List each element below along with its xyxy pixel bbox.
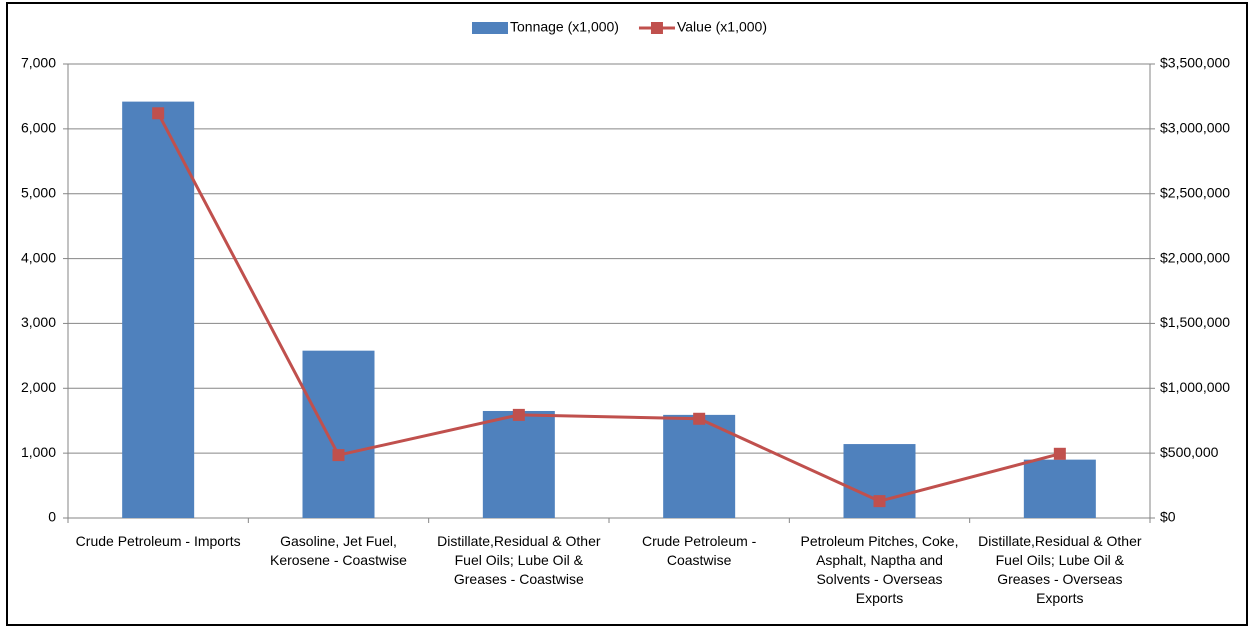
bar (663, 414, 736, 518)
line-marker (152, 107, 165, 120)
y2-tick-label: $2,500,000 (1160, 184, 1230, 200)
legend-label: Value (x1,000) (677, 19, 767, 35)
legend-label: Tonnage (x1,000) (510, 19, 619, 35)
y-tick-label: 3,000 (21, 314, 56, 330)
y-tick-label: 0 (48, 509, 56, 525)
bar (302, 350, 375, 518)
bar (482, 410, 555, 518)
line-marker (332, 449, 345, 462)
legend-swatch (472, 22, 508, 34)
bar (1023, 459, 1096, 518)
line-marker (693, 412, 706, 425)
y2-tick-label: $3,000,000 (1160, 120, 1230, 136)
y-tick-label: 6,000 (21, 120, 56, 136)
y-tick-label: 7,000 (21, 55, 56, 71)
x-tick-label: Distillate,Residual & Other Fuel Oils; L… (437, 533, 601, 587)
line-marker (512, 408, 525, 421)
y-tick-label: 2,000 (21, 379, 56, 395)
x-tick-label: Crude Petroleum - Coastwise (641, 533, 757, 568)
y-tick-label: 5,000 (21, 184, 56, 200)
chart-border (6, 2, 1248, 626)
x-tick-label: Petroleum Pitches, Coke, Asphalt, Naptha… (800, 533, 959, 606)
line (156, 112, 1061, 503)
bar (122, 101, 195, 519)
x-tick-label: Crude Petroleum - Imports (75, 533, 241, 549)
y2-tick-label: $3,500,000 (1160, 55, 1230, 71)
y2-tick-label: $1,500,000 (1160, 314, 1230, 330)
y-tick-label: 1,000 (21, 444, 56, 460)
y2-tick-label: $500,000 (1160, 444, 1219, 460)
line-marker (873, 495, 886, 508)
y2-tick-label: $2,000,000 (1160, 249, 1230, 265)
line-marker (1053, 447, 1066, 460)
y-tick-label: 4,000 (21, 249, 56, 265)
legend-swatch (650, 22, 663, 34)
x-tick-label: Gasoline, Jet Fuel, Kerosene - Coastwise (270, 533, 407, 568)
y2-tick-label: $1,000,000 (1160, 379, 1230, 395)
y2-tick-label: $0 (1160, 509, 1176, 525)
x-tick-label: Distillate,Residual & Other Fuel Oils; L… (978, 533, 1142, 606)
